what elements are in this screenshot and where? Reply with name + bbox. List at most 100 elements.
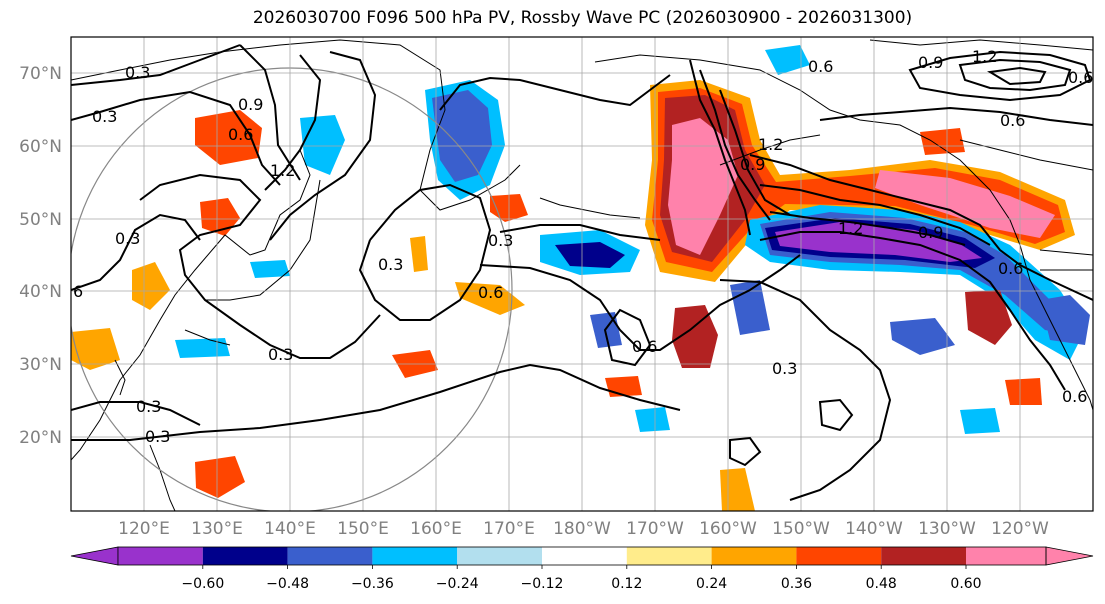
colorbar-swatch [966,547,1046,565]
negative-anomaly-tropics-3 [960,408,1000,434]
contour-label: 0.9 [740,155,765,174]
contour-label: 0.3 [488,231,513,250]
colorbar-swatch [796,547,882,565]
positive-anomaly-midpac-2 [455,282,525,315]
colorbar-tick-label: 0.24 [696,576,727,592]
colorbar-tick-label: 0.60 [950,576,981,592]
colorbar-tick-label: −0.24 [436,576,479,592]
lat-label: 50°N [19,210,62,230]
colorbar-swatch [711,547,797,565]
colorbar-swatch [287,547,373,565]
map-frame [70,36,1094,512]
pv-contours [71,44,1093,501]
colorbar-swatch [626,547,712,565]
contour-label: 0.6 [478,283,503,302]
negative-anomaly-subtrop-1 [730,280,770,335]
lon-label: 120°W [991,519,1049,539]
gridlines [71,37,1093,511]
colorbar-swatch [372,547,458,565]
contour-label: 0.9 [918,53,943,72]
lat-label: 30°N [19,355,62,375]
positive-anomaly-ecs [71,328,120,370]
contour-label: 1.2 [758,135,783,154]
negative-anomaly-subtrop-3 [890,318,955,355]
colorbar-tick-label: −0.48 [266,576,309,592]
lon-label: 150°E [337,519,389,539]
negative-anomaly-kamchatka-core [432,90,492,182]
colorbar-tick-label: 0.48 [866,576,897,592]
colorbar-tick-label: −0.36 [351,576,394,592]
contour-label: 0.3 [125,63,150,82]
lon-label: 140°E [264,519,316,539]
negative-anomaly-philippine [175,338,230,358]
contour-label: 0.6 [998,259,1023,278]
negative-anomaly-siberia [300,115,345,175]
negative-anomaly-central-core [555,242,625,268]
contour-label: 0.3 [115,229,140,248]
colorbar-swatch [202,547,288,565]
positive-anomaly-arctic [920,128,965,155]
contour-label: 0.6 [632,337,657,356]
positive-anomaly-japan [195,110,262,165]
lon-label: 120°E [118,519,170,539]
contour-label: 0.9 [918,223,943,242]
colorbar: −0.60 −0.48 −0.36 −0.24 −0.12 0.12 0.24 … [70,546,1094,592]
negative-anomaly-eastasia [250,260,290,278]
longitude-labels: 120°E 130°E 140°E 150°E 160°E 170°E 180°… [118,519,1049,539]
lon-label: 140°W [845,519,903,539]
colorbar-swatch [118,547,203,565]
lat-label: 60°N [19,137,62,157]
contour-label: 0.6 [1000,111,1025,130]
colorbar-frame [117,546,1047,566]
lat-label: 40°N [19,282,62,302]
lon-label: 160°E [410,519,462,539]
lon-label: 170°W [626,519,684,539]
lat-label: 70°N [19,64,62,84]
contour-label: 1.2 [972,47,997,66]
latitude-labels: 70°N 60°N 50°N 40°N 30°N 20°N [19,64,62,448]
positive-anomaly-china [132,262,170,310]
colorbar-extend-min [70,546,119,566]
contour-label: 0.6 [1068,68,1093,87]
colorbar-extend-max [1045,546,1094,566]
positive-anomaly-alaska-peak [668,118,738,255]
lon-label: 170°E [483,519,535,539]
lon-label: 130°E [191,519,243,539]
lon-label: 180°W [553,519,611,539]
contour-label: 0.3 [92,107,117,126]
colorbar-tick-label: 0.36 [781,576,812,592]
negative-anomaly-tropics-2 [635,407,670,432]
positive-anomaly-southchina [195,456,245,498]
contour-label: 0.3 [378,255,403,274]
lat-label: 20°N [19,428,62,448]
positive-anomaly-tropics-4 [1005,378,1042,405]
lon-label: 160°W [699,519,757,539]
positive-anomaly-ca [965,290,1012,345]
lon-label: 150°W [772,519,830,539]
colorbar-tick-label: −0.12 [521,576,564,592]
contour-labels: 0.3 0.3 0.9 0.6 1.2 0.3 0.3 0.3 0.3 0.6 … [73,47,1093,446]
contour-label: 0.9 [238,95,263,114]
positive-anomaly-tropics-5 [605,376,642,397]
positive-anomaly-tropics-1 [720,468,755,511]
colorbar-swatch [881,547,966,565]
negative-anomaly-arctic [765,45,810,75]
contour-label: 0.6 [228,125,253,144]
colorbar-swatch [457,547,542,565]
contour-label: 1.2 [838,219,863,238]
lon-label: 130°W [918,519,976,539]
contour-label: 6 [73,282,83,301]
map-title: 2026030700 F096 500 hPa PV, Rossby Wave … [252,8,913,28]
contour-label: 0.3 [136,397,161,416]
contour-label: 0.3 [772,359,797,378]
contour-label: 0.6 [808,57,833,76]
contour-label: 0.3 [268,345,293,364]
contour-label: 0.3 [145,427,170,446]
positive-anomaly-hawaii [672,305,718,368]
map-content [71,37,1093,511]
colorbar-tick-label: 0.12 [611,576,642,592]
negative-anomaly-baja [1040,295,1090,345]
positive-anomaly-midpac-3 [410,236,428,272]
contour-label: 1.2 [270,161,295,180]
